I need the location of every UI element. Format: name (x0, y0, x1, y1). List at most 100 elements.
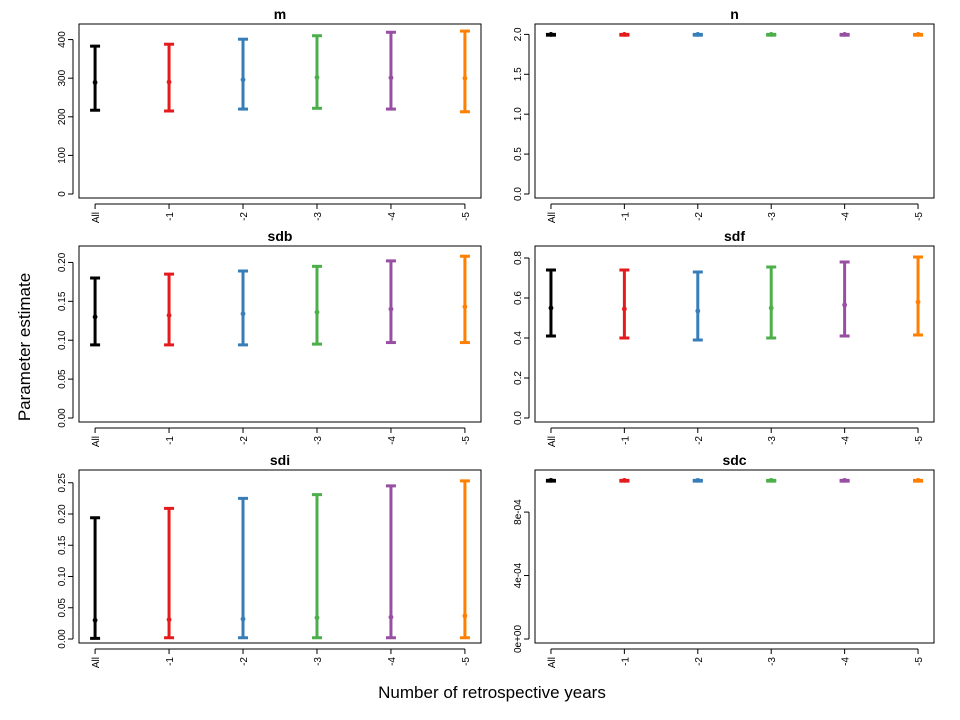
errorbar--5 (459, 29, 470, 114)
estimate-point (92, 617, 98, 623)
errorbar-All (90, 516, 101, 640)
errorbar-All (545, 268, 556, 338)
y-tick-label: 8e-04 (513, 499, 524, 525)
estimate-point (92, 314, 98, 320)
x-tick-label: -2 (694, 212, 705, 221)
errorbar--1 (619, 31, 630, 37)
estimate-point (695, 477, 701, 483)
x-tick-label: All (91, 657, 102, 668)
estimate-point (621, 306, 627, 312)
estimate-point (462, 75, 468, 81)
y-tick-label: 2.0 (513, 27, 524, 41)
x-tick-label: -2 (239, 212, 250, 221)
y-tick-label: 0.10 (57, 330, 68, 350)
x-tick-label: -1 (620, 212, 631, 221)
x-tick-label: All (547, 657, 558, 668)
estimate-point (462, 613, 468, 619)
errorbar--3 (311, 34, 322, 110)
y-tick-label: 0.8 (513, 251, 524, 265)
estimate-point (548, 31, 554, 37)
y-tick-label: 0e+00 (513, 625, 524, 654)
x-tick-label: -2 (239, 436, 250, 445)
panel-sdb: sdb 0.00 0.05 0.10 0.15 0.20 All -1 -2 -3 -4 -5 (57, 228, 482, 447)
panel-title: sdi (270, 452, 290, 468)
errorbar--4 (385, 259, 396, 345)
errorbar--5 (459, 254, 470, 345)
estimate-point (695, 308, 701, 314)
y-tick-label: 400 (57, 31, 68, 48)
x-tick-label: All (547, 212, 558, 223)
y-tick-label: 0.4 (513, 331, 524, 345)
y-tick-label: 0.10 (57, 566, 68, 586)
y-tick-label: 0.25 (57, 473, 68, 493)
y-tick-label: 0.0 (513, 411, 524, 425)
y-tick-label: 0.05 (57, 369, 68, 389)
x-tick-label: -5 (914, 436, 925, 445)
y-tick-label: 0 (57, 191, 68, 197)
panels: m 0 100 200 300 400 All -1 -2 -3 -4 -5 n 0.0 0.5 1.0 1.5… (57, 6, 935, 668)
errorbar--2 (238, 269, 249, 347)
estimate-point (548, 305, 554, 311)
x-tick-label: -3 (767, 657, 778, 666)
estimate-point (166, 617, 172, 623)
x-tick-label: -1 (165, 212, 176, 221)
x-tick-label: -4 (387, 657, 398, 666)
estimate-point (915, 299, 921, 305)
estimate-point (314, 75, 320, 80)
errorbar--1 (619, 268, 630, 340)
x-tick-label: -4 (841, 436, 852, 445)
panel-title: sdf (724, 228, 745, 244)
y-tick-label: 0.6 (513, 291, 524, 305)
errorbar--2 (692, 270, 703, 342)
errorbar--3 (311, 493, 322, 640)
errorbar--2 (692, 477, 703, 483)
plot-frame (534, 23, 935, 199)
x-tick-label: -1 (620, 436, 631, 445)
y-tick-label: 0.05 (57, 598, 68, 618)
estimate-point (548, 477, 554, 483)
x-tick-label: -5 (914, 212, 925, 221)
estimate-point (92, 80, 98, 85)
panel-sdc: sdc 0e+00 4e-04 8e-04 All -1 -2 -3 -4 -5 (513, 452, 935, 668)
y-tick-label: 1.5 (513, 67, 524, 81)
x-tick-label: -5 (461, 657, 472, 666)
y-tick-label: 1.0 (513, 107, 524, 121)
estimate-point (842, 302, 848, 308)
x-tick-label: -3 (313, 212, 324, 221)
estimate-point (166, 79, 172, 85)
estimate-point (842, 31, 848, 37)
y-tick-label: 0.15 (57, 535, 68, 555)
estimate-point (240, 616, 246, 622)
errorbar--4 (385, 30, 396, 111)
x-tick-label: -4 (387, 212, 398, 221)
global-y-axis-label: Parameter estimate (15, 273, 34, 421)
estimate-point (166, 312, 172, 318)
y-tick-label: 100 (57, 147, 68, 164)
estimate-point (388, 75, 394, 81)
estimate-point (768, 31, 774, 37)
estimate-point (462, 304, 468, 310)
x-tick-label: -1 (620, 657, 631, 666)
x-tick-label: -3 (313, 657, 324, 666)
y-tick-label: 4e-04 (513, 562, 524, 588)
x-tick-label: -5 (461, 212, 472, 221)
x-tick-label: -3 (767, 212, 778, 221)
x-tick-label: -4 (841, 657, 852, 666)
estimate-point (915, 31, 921, 37)
estimate-point (388, 306, 394, 312)
errorbar--2 (238, 496, 249, 640)
panel-title: sdc (722, 452, 746, 468)
plot-frame (534, 469, 935, 644)
errorbar--4 (385, 484, 396, 640)
errorbar--1 (619, 477, 630, 483)
y-tick-label: 0.20 (57, 504, 68, 524)
plot-frame (78, 23, 482, 199)
panel-sdi: sdi 0.00 0.05 0.10 0.15 0.20 0.25 All -1 -2 -3 -4 -5 (57, 452, 482, 668)
y-tick-label: 0.00 (57, 629, 68, 649)
x-tick-label: -5 (914, 657, 925, 666)
estimate-point (314, 309, 320, 315)
errorbar--5 (913, 477, 924, 483)
x-tick-label: All (91, 436, 102, 447)
estimate-point (915, 477, 921, 483)
